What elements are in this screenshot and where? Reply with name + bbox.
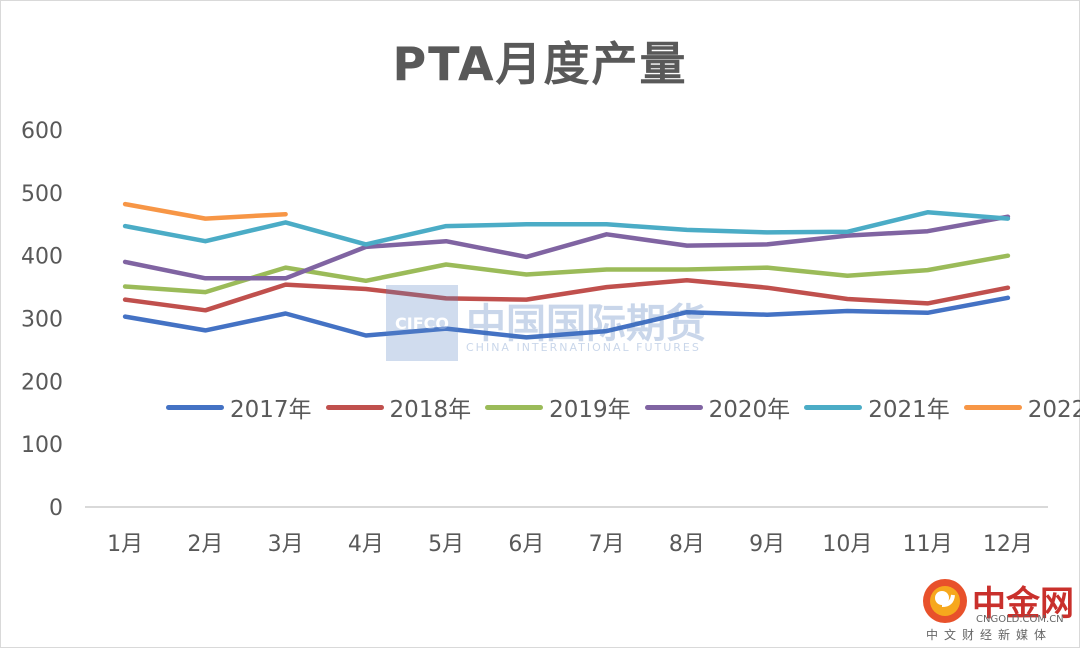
y-tick-label: 300 [21, 308, 63, 333]
x-tick-label: 11月 [903, 532, 953, 557]
y-axis-ticks: 0 100 200 300 400 500 600 [21, 119, 63, 521]
legend-item: 2017年 [166, 390, 312, 424]
x-tick-label: 3月 [268, 532, 304, 557]
x-tick-label: 10月 [822, 532, 872, 557]
x-tick-label: 12月 [983, 532, 1033, 557]
legend-item: 2021年 [804, 390, 950, 424]
legend-item: 2019年 [485, 390, 631, 424]
series-line-2021年 [122, 210, 1011, 247]
x-tick-label: 7月 [589, 532, 625, 557]
legend-label: 2021年 [868, 397, 950, 423]
x-tick-label: 4月 [348, 532, 384, 557]
x-axis-ticks: 1月 2月 3月 4月 5月 6月 7月 8月 9月 10月 11月 12月 [107, 532, 1033, 557]
series-lines [122, 201, 1011, 340]
series-line-2019年 [122, 253, 1011, 295]
y-tick-label: 0 [49, 496, 63, 521]
series-line-2018年 [122, 277, 1011, 313]
chart-legend: 2017年 2018年 2019年 2020年 2021年 2022年 [166, 390, 1080, 424]
legend-label: 2022年 [1027, 397, 1080, 423]
logo-url-text: CNGOLD.COM.CN [976, 614, 1064, 625]
y-tick-label: 200 [21, 370, 63, 395]
legend-label: 2020年 [708, 397, 791, 423]
legend-item: 2022年 [963, 390, 1080, 424]
cngold-logo: 中金网 CNGOLD.COM.CN 中文财经新媒体 [920, 574, 1080, 644]
series-line-2022年 [122, 201, 288, 221]
legend-swatch [804, 404, 863, 410]
x-tick-label: 2月 [187, 532, 223, 557]
series-line-2017年 [122, 295, 1011, 340]
legend-swatch [166, 404, 224, 410]
legend-item: 2020年 [644, 390, 791, 424]
legend-label: 2019年 [549, 397, 631, 423]
x-tick-label: 1月 [107, 532, 143, 557]
legend-label: 2018年 [389, 397, 472, 423]
x-tick-label: 9月 [749, 532, 785, 557]
legend-swatch [485, 404, 544, 410]
x-tick-label: 5月 [428, 532, 464, 557]
legend-swatch [325, 404, 384, 410]
x-tick-label: 6月 [508, 532, 544, 557]
legend-label: 2017年 [230, 397, 312, 423]
series-line-2020年 [122, 214, 1011, 281]
cngold-logo-icon [923, 579, 967, 623]
y-tick-label: 400 [21, 245, 63, 270]
legend-item: 2018年 [325, 390, 472, 424]
logo-slogan-text: 中文财经新媒体 [926, 628, 1053, 642]
x-tick-label: 8月 [669, 532, 705, 557]
legend-swatch [644, 404, 703, 410]
y-tick-label: 500 [21, 182, 63, 207]
legend-swatch [963, 404, 1022, 410]
y-tick-label: 600 [21, 119, 63, 144]
y-tick-label: 100 [21, 433, 63, 458]
logo-cn-text: 中金网 [972, 584, 1074, 624]
chart-title: PTA月度产量 [392, 37, 688, 91]
